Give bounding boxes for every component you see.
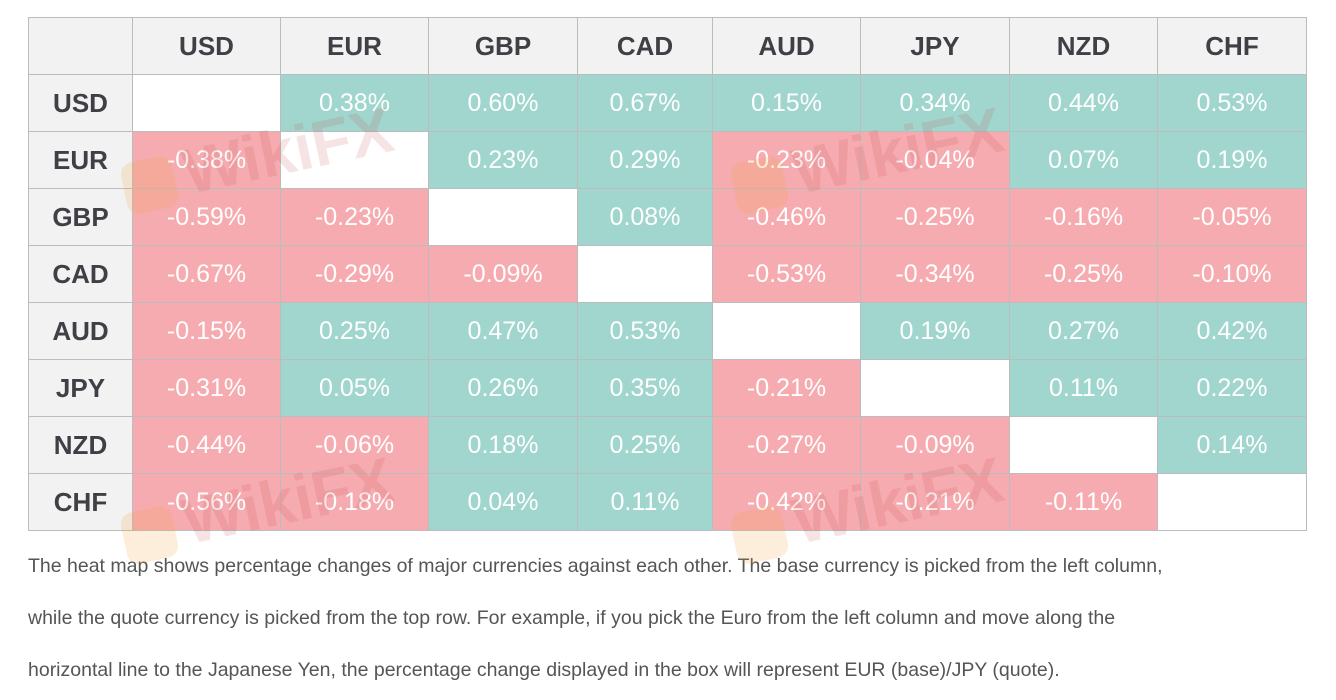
heat-cell: [860, 359, 1010, 417]
description-line: The heat map shows percentage changes of…: [28, 555, 1163, 577]
heat-cell: -0.23%: [280, 188, 429, 246]
heat-map-description: The heat map shows percentage changes of…: [28, 540, 1318, 696]
heat-cell: 0.11%: [1009, 359, 1158, 417]
heat-cell: 0.08%: [577, 188, 713, 246]
column-header-chf: CHF: [1157, 17, 1307, 75]
table-row: USD 0.38% 0.60% 0.67% 0.15% 0.34% 0.44% 0.53%: [28, 74, 1307, 132]
heat-cell: -0.31%: [132, 359, 281, 417]
heat-cell: -0.42%: [712, 473, 861, 531]
heat-cell: [577, 245, 713, 303]
heat-cell: -0.38%: [132, 131, 281, 189]
heat-cell: -0.44%: [132, 416, 281, 474]
heat-cell: 0.05%: [280, 359, 429, 417]
heat-cell: 0.25%: [280, 302, 429, 360]
column-header-nzd: NZD: [1009, 17, 1158, 75]
heat-cell: -0.25%: [860, 188, 1010, 246]
heat-cell: 0.07%: [1009, 131, 1158, 189]
heat-cell: 0.38%: [280, 74, 429, 132]
heat-cell: 0.67%: [577, 74, 713, 132]
row-header-chf: CHF: [28, 473, 133, 531]
description-line: while the quote currency is picked from …: [28, 607, 1116, 629]
heat-cell: [1157, 473, 1307, 531]
heat-cell: 0.42%: [1157, 302, 1307, 360]
heat-cell: -0.09%: [860, 416, 1010, 474]
table-row: GBP -0.59% -0.23% 0.08% -0.46% -0.25% -0.16% -0…: [28, 188, 1307, 246]
table-row: CAD -0.67% -0.29% -0.09% -0.53% -0.34% -0.25% -…: [28, 245, 1307, 303]
table-row: EUR -0.38% 0.23% 0.29% -0.23% -0.04% 0.07% 0.19…: [28, 131, 1307, 189]
heat-cell: -0.16%: [1009, 188, 1158, 246]
heat-cell: 0.60%: [428, 74, 578, 132]
table-row: AUD -0.15% 0.25% 0.47% 0.53% 0.19% 0.27% 0.42%: [28, 302, 1307, 360]
heat-cell: -0.67%: [132, 245, 281, 303]
description-line: horizontal line to the Japanese Yen, the…: [28, 659, 1060, 681]
row-header-cad: CAD: [28, 245, 133, 303]
row-header-jpy: JPY: [28, 359, 133, 417]
heat-cell: 0.53%: [1157, 74, 1307, 132]
heat-cell: 0.23%: [428, 131, 578, 189]
table-row: JPY -0.31% 0.05% 0.26% 0.35% -0.21% 0.11% 0.22%: [28, 359, 1307, 417]
corner-cell: [28, 17, 133, 75]
heat-cell: 0.11%: [577, 473, 713, 531]
column-header-cad: CAD: [577, 17, 713, 75]
heat-cell: 0.25%: [577, 416, 713, 474]
row-header-usd: USD: [28, 74, 133, 132]
heat-cell: 0.26%: [428, 359, 578, 417]
heat-cell: 0.44%: [1009, 74, 1158, 132]
heat-cell: -0.06%: [280, 416, 429, 474]
column-header-jpy: JPY: [860, 17, 1010, 75]
heat-cell: -0.10%: [1157, 245, 1307, 303]
heat-cell: 0.19%: [860, 302, 1010, 360]
heat-cell: 0.19%: [1157, 131, 1307, 189]
heat-cell: 0.47%: [428, 302, 578, 360]
heat-cell: -0.05%: [1157, 188, 1307, 246]
heat-cell: 0.15%: [712, 74, 861, 132]
heat-cell: -0.46%: [712, 188, 861, 246]
heat-cell: -0.21%: [712, 359, 861, 417]
row-header-aud: AUD: [28, 302, 133, 360]
table-row: CHF -0.56% -0.18% 0.04% 0.11% -0.42% -0.21% -0.…: [28, 473, 1307, 531]
heat-cell: -0.34%: [860, 245, 1010, 303]
heat-cell: [280, 131, 429, 189]
heat-cell: -0.53%: [712, 245, 861, 303]
heat-cell: -0.27%: [712, 416, 861, 474]
heat-cell: 0.22%: [1157, 359, 1307, 417]
heat-cell: 0.27%: [1009, 302, 1158, 360]
row-header-eur: EUR: [28, 131, 133, 189]
currency-heat-map: USD EUR GBP CAD AUD JPY NZD CHF USD 0.38% 0.60% 0.…: [28, 17, 1307, 531]
heat-cell: -0.04%: [860, 131, 1010, 189]
heat-cell: [132, 74, 281, 132]
heat-cell: -0.56%: [132, 473, 281, 531]
column-header-usd: USD: [132, 17, 281, 75]
heat-cell: -0.59%: [132, 188, 281, 246]
heat-cell: -0.09%: [428, 245, 578, 303]
heat-cell: -0.11%: [1009, 473, 1158, 531]
heat-cell: 0.53%: [577, 302, 713, 360]
heat-cell: 0.35%: [577, 359, 713, 417]
heat-cell: [1009, 416, 1158, 474]
heat-cell: -0.15%: [132, 302, 281, 360]
heat-cell: -0.23%: [712, 131, 861, 189]
column-header-eur: EUR: [280, 17, 429, 75]
heat-cell: 0.29%: [577, 131, 713, 189]
table-row: NZD -0.44% -0.06% 0.18% 0.25% -0.27% -0.09% 0.1…: [28, 416, 1307, 474]
heat-cell: 0.34%: [860, 74, 1010, 132]
heat-cell: -0.21%: [860, 473, 1010, 531]
column-header-aud: AUD: [712, 17, 861, 75]
heat-cell: [428, 188, 578, 246]
row-header-gbp: GBP: [28, 188, 133, 246]
heat-cell: 0.14%: [1157, 416, 1307, 474]
row-header-nzd: NZD: [28, 416, 133, 474]
heat-cell: [712, 302, 861, 360]
heat-cell: -0.18%: [280, 473, 429, 531]
header-row: USD EUR GBP CAD AUD JPY NZD CHF: [28, 17, 1307, 75]
column-header-gbp: GBP: [428, 17, 578, 75]
heat-cell: -0.25%: [1009, 245, 1158, 303]
heat-cell: -0.29%: [280, 245, 429, 303]
heat-cell: 0.04%: [428, 473, 578, 531]
heat-cell: 0.18%: [428, 416, 578, 474]
